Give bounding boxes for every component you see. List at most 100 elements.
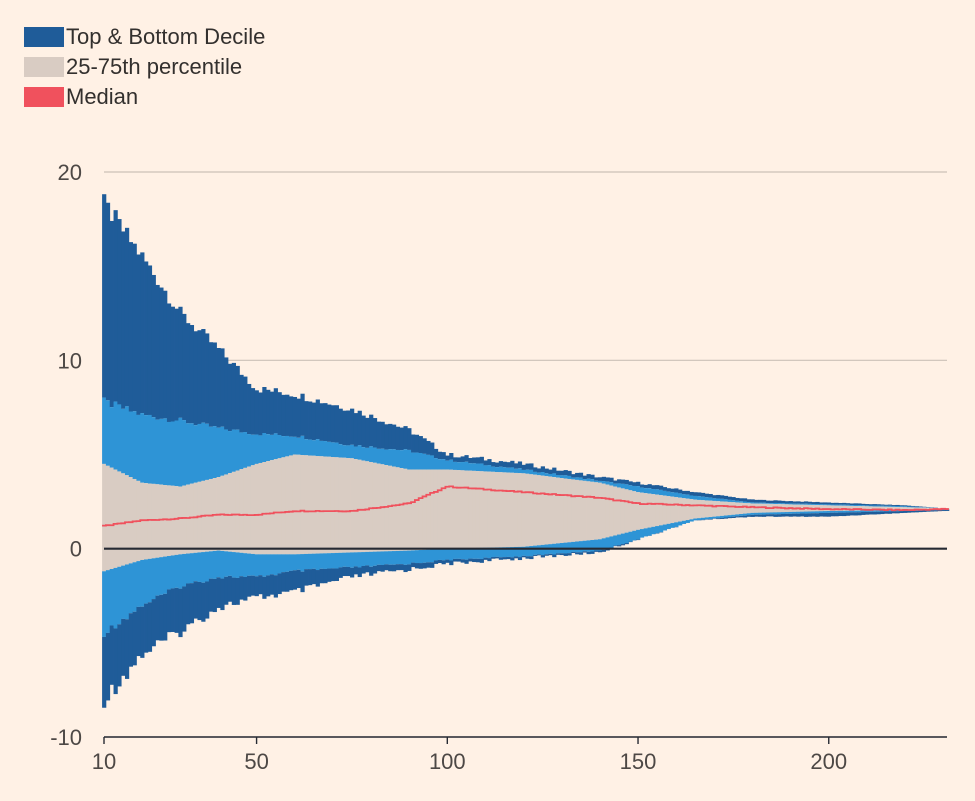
top-decile-segment — [823, 502, 828, 505]
lower-inner-segment — [388, 551, 393, 565]
bottom-decile-segment — [327, 568, 332, 582]
lower-inner-segment — [346, 552, 351, 567]
x-tick-label: 150 — [620, 749, 657, 774]
bottom-decile-segment — [857, 512, 862, 516]
bottom-decile-segment — [472, 558, 477, 563]
bottom-decile-segment — [346, 566, 351, 577]
lower-inner-segment — [144, 559, 149, 604]
iqr-segment — [140, 482, 145, 560]
iqr-segment — [449, 469, 454, 549]
lower-inner-segment — [742, 513, 748, 516]
legend-item-median: Median — [24, 82, 265, 112]
lower-inner-segment — [857, 510, 862, 513]
upper-inner-segment — [498, 466, 504, 473]
upper-inner-segment — [205, 423, 210, 480]
upper-inner-segment — [617, 483, 622, 488]
lower-inner-segment — [231, 552, 236, 578]
bottom-decile-segment — [571, 551, 576, 553]
bottom-decile-segment — [922, 510, 927, 512]
top-decile-segment — [563, 470, 568, 476]
iqr-segment — [292, 454, 298, 555]
top-decile-segment — [407, 428, 412, 450]
bottom-decile-segment — [597, 550, 603, 553]
lower-inner-segment — [315, 553, 320, 571]
upper-inner-segment — [353, 446, 359, 460]
upper-inner-segment — [601, 481, 606, 484]
upper-inner-segment — [369, 446, 374, 463]
top-decile-segment — [193, 331, 198, 426]
top-decile-segment — [685, 490, 690, 495]
lower-inner-segment — [758, 512, 763, 515]
upper-inner-segment — [231, 429, 236, 472]
upper-inner-segment — [430, 455, 435, 470]
iqr-segment — [334, 457, 339, 553]
top-decile-segment — [521, 464, 526, 470]
bottom-decile-segment — [216, 577, 221, 608]
iqr-segment — [632, 491, 637, 531]
top-decile-segment — [300, 393, 305, 436]
upper-inner-segment — [132, 411, 137, 479]
top-decile-segment — [346, 410, 351, 446]
bottom-decile-segment — [773, 514, 778, 517]
bottom-decile-segment — [830, 512, 835, 517]
bottom-decile-segment — [868, 511, 874, 515]
bottom-decile-segment — [391, 564, 397, 572]
bottom-decile-segment — [594, 550, 599, 552]
bottom-decile-segment — [727, 517, 732, 519]
iqr-segment — [594, 482, 599, 540]
top-decile-segment — [411, 434, 416, 453]
lower-inner-segment — [517, 546, 523, 558]
bottom-decile-segment — [933, 510, 938, 512]
iqr-segment — [433, 469, 439, 550]
upper-inner-segment — [277, 435, 282, 459]
top-decile-segment — [815, 501, 820, 505]
iqr-segment — [163, 485, 168, 557]
lower-inner-segment — [422, 549, 427, 563]
upper-inner-segment — [391, 449, 397, 467]
lower-inner-segment — [666, 523, 671, 530]
bottom-decile-segment — [144, 603, 149, 653]
bottom-decile-segment — [849, 512, 854, 516]
bottom-decile-segment — [548, 553, 553, 556]
bottom-decile-segment — [735, 516, 740, 518]
bottom-decile-segment — [151, 599, 156, 647]
lower-inner-segment — [723, 515, 729, 518]
lower-inner-segment — [445, 548, 450, 560]
top-decile-segment — [617, 479, 622, 484]
upper-inner-segment — [456, 462, 462, 471]
lower-inner-segment — [876, 510, 881, 512]
upper-inner-segment — [556, 475, 561, 478]
upper-inner-segment — [365, 447, 370, 462]
iqr-segment — [575, 479, 580, 542]
iqr-segment — [338, 457, 343, 553]
top-decile-segment — [517, 461, 523, 469]
iqr-segment — [182, 485, 187, 554]
iqr-segment — [269, 460, 275, 555]
bottom-decile-segment — [552, 554, 557, 558]
iqr-segment — [426, 469, 431, 550]
lower-inner-segment — [391, 551, 397, 565]
upper-inner-segment — [289, 436, 294, 456]
top-decile-segment — [468, 458, 473, 464]
bottom-decile-segment — [468, 558, 473, 562]
upper-inner-segment — [170, 421, 175, 486]
bottom-decile-segment — [807, 513, 812, 517]
lower-inner-segment — [121, 565, 126, 619]
bottom-decile-segment — [311, 568, 317, 585]
top-decile-segment — [365, 417, 370, 448]
bottom-decile-segment — [300, 571, 305, 593]
lower-inner-segment — [716, 516, 721, 519]
iqr-segment — [659, 495, 664, 526]
iqr-segment — [838, 505, 843, 511]
bottom-decile-segment — [132, 611, 137, 666]
bottom-decile-segment — [853, 512, 858, 516]
lower-inner-segment — [170, 555, 175, 589]
upper-inner-segment — [910, 506, 915, 508]
upper-inner-segment — [121, 408, 126, 474]
bottom-decile-segment — [617, 545, 622, 547]
bottom-decile-segment — [796, 513, 801, 517]
lower-inner-segment — [575, 541, 580, 553]
bottom-decile-segment — [536, 554, 542, 556]
top-decile-segment — [807, 501, 812, 504]
upper-inner-segment — [113, 401, 118, 470]
